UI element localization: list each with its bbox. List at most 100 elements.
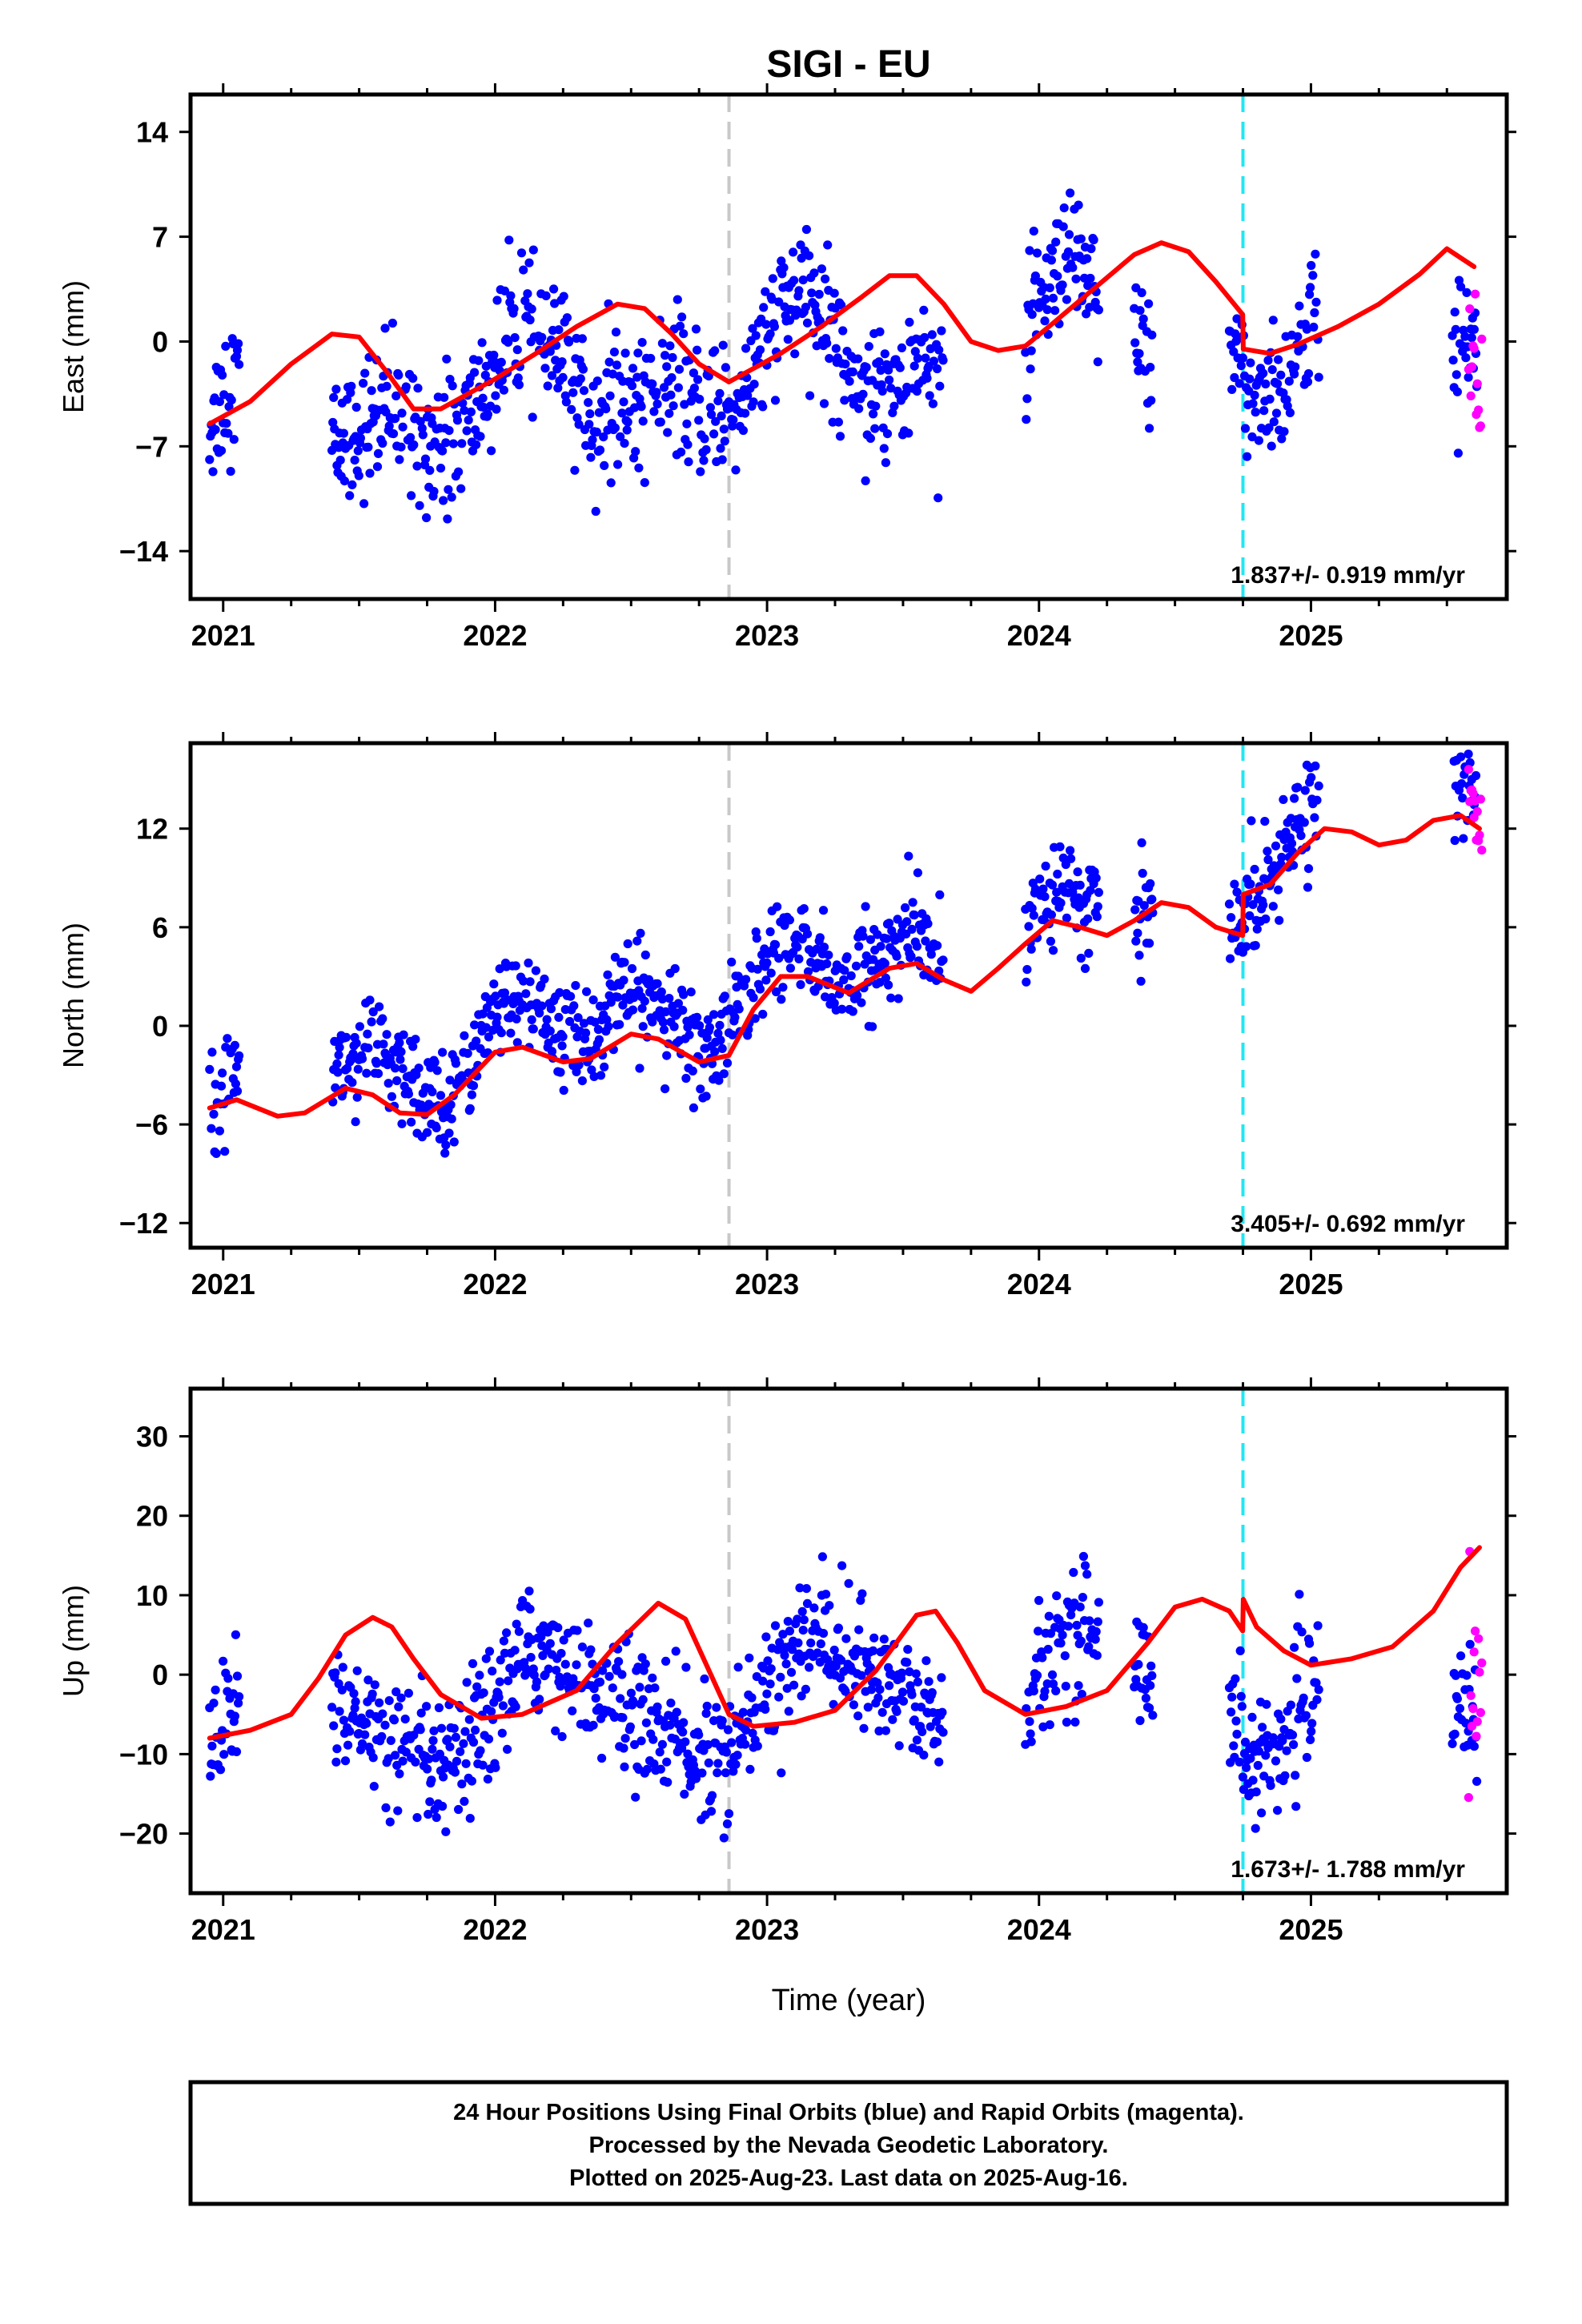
data-point [584, 420, 594, 429]
data-point [819, 399, 829, 408]
data-point [1062, 1717, 1071, 1727]
data-point [1246, 358, 1255, 368]
data-point [1053, 869, 1062, 879]
data-point [547, 371, 557, 380]
data-point [540, 364, 550, 373]
data-point [497, 1728, 507, 1738]
data-point [331, 384, 341, 394]
data-point [345, 1727, 355, 1736]
data-point [1247, 432, 1257, 442]
data-point [628, 1696, 638, 1706]
data-point [464, 416, 473, 425]
data-point [677, 312, 687, 322]
data-point [1040, 1687, 1050, 1696]
data-point [693, 1012, 702, 1022]
data-point [446, 1100, 456, 1110]
data-point [733, 1751, 742, 1760]
data-point [765, 1679, 775, 1689]
data-point [1066, 188, 1075, 198]
data-point [783, 335, 793, 344]
data-point [909, 361, 919, 371]
data-point [424, 1754, 434, 1763]
rapid-point [1464, 765, 1473, 774]
data-point [821, 1590, 831, 1599]
data-point [628, 1005, 638, 1015]
data-point [1290, 1642, 1299, 1652]
data-point [468, 1737, 479, 1747]
data-point [731, 465, 741, 475]
data-point [460, 1796, 469, 1806]
data-point [713, 1028, 723, 1038]
data-point [712, 1703, 721, 1712]
data-point [215, 1126, 224, 1136]
data-point [613, 992, 623, 1002]
y-tick-label: 6 [152, 911, 168, 944]
data-point [208, 467, 218, 476]
data-point [648, 1735, 658, 1744]
data-point [880, 959, 889, 968]
data-point [1084, 948, 1094, 958]
data-point [1242, 1763, 1251, 1772]
data-point [1076, 234, 1086, 243]
data-point [864, 342, 873, 352]
data-point [384, 421, 394, 431]
data-point [474, 356, 484, 365]
data-point [1308, 271, 1318, 280]
data-point [1059, 203, 1069, 213]
data-point [535, 1695, 544, 1704]
data-point [1076, 953, 1086, 963]
data-point [661, 1084, 670, 1094]
data-point [1022, 415, 1031, 424]
data-point [681, 1663, 691, 1672]
data-point [1146, 1681, 1155, 1691]
data-point [553, 1622, 563, 1633]
data-point [829, 999, 839, 1008]
data-point [885, 1681, 894, 1691]
data-point [656, 987, 666, 997]
data-point [1133, 928, 1142, 938]
data-point [881, 1726, 890, 1735]
data-point [724, 1809, 734, 1819]
data-point [641, 1718, 652, 1727]
data-point [334, 1050, 343, 1059]
data-point [554, 325, 564, 335]
data-point [543, 381, 552, 391]
data-point [444, 426, 454, 436]
data-point [1282, 1746, 1291, 1755]
y-tick-label: 12 [136, 813, 168, 846]
data-point [555, 987, 564, 998]
data-point [665, 341, 675, 351]
data-point [666, 1699, 676, 1708]
data-point [1226, 954, 1235, 963]
data-point [1455, 1703, 1465, 1713]
data-point [229, 435, 239, 444]
x-tick-label: 2023 [735, 619, 799, 652]
data-point [360, 1730, 370, 1739]
data-point [1314, 781, 1323, 791]
data-point [751, 331, 761, 340]
data-point [633, 348, 643, 358]
data-point [1266, 1781, 1275, 1791]
data-point [905, 1667, 914, 1677]
data-point [467, 1776, 477, 1786]
data-point [835, 432, 845, 441]
data-point [652, 1702, 662, 1712]
data-point [669, 401, 678, 411]
data-point [865, 935, 875, 944]
data-point [1452, 370, 1461, 380]
data-point [721, 363, 731, 372]
data-point [377, 1731, 387, 1742]
data-point [454, 467, 464, 476]
data-point [1274, 355, 1283, 364]
data-point [572, 1660, 581, 1670]
data-point [884, 365, 893, 375]
rapid-point [1467, 362, 1477, 372]
data-point [863, 1703, 873, 1712]
data-point [396, 1047, 406, 1056]
data-point [412, 1813, 422, 1823]
data-point [809, 268, 819, 278]
plot-frame [188, 1386, 1509, 1896]
data-point [1074, 200, 1083, 210]
data-point [611, 328, 621, 337]
data-point [1251, 941, 1260, 951]
